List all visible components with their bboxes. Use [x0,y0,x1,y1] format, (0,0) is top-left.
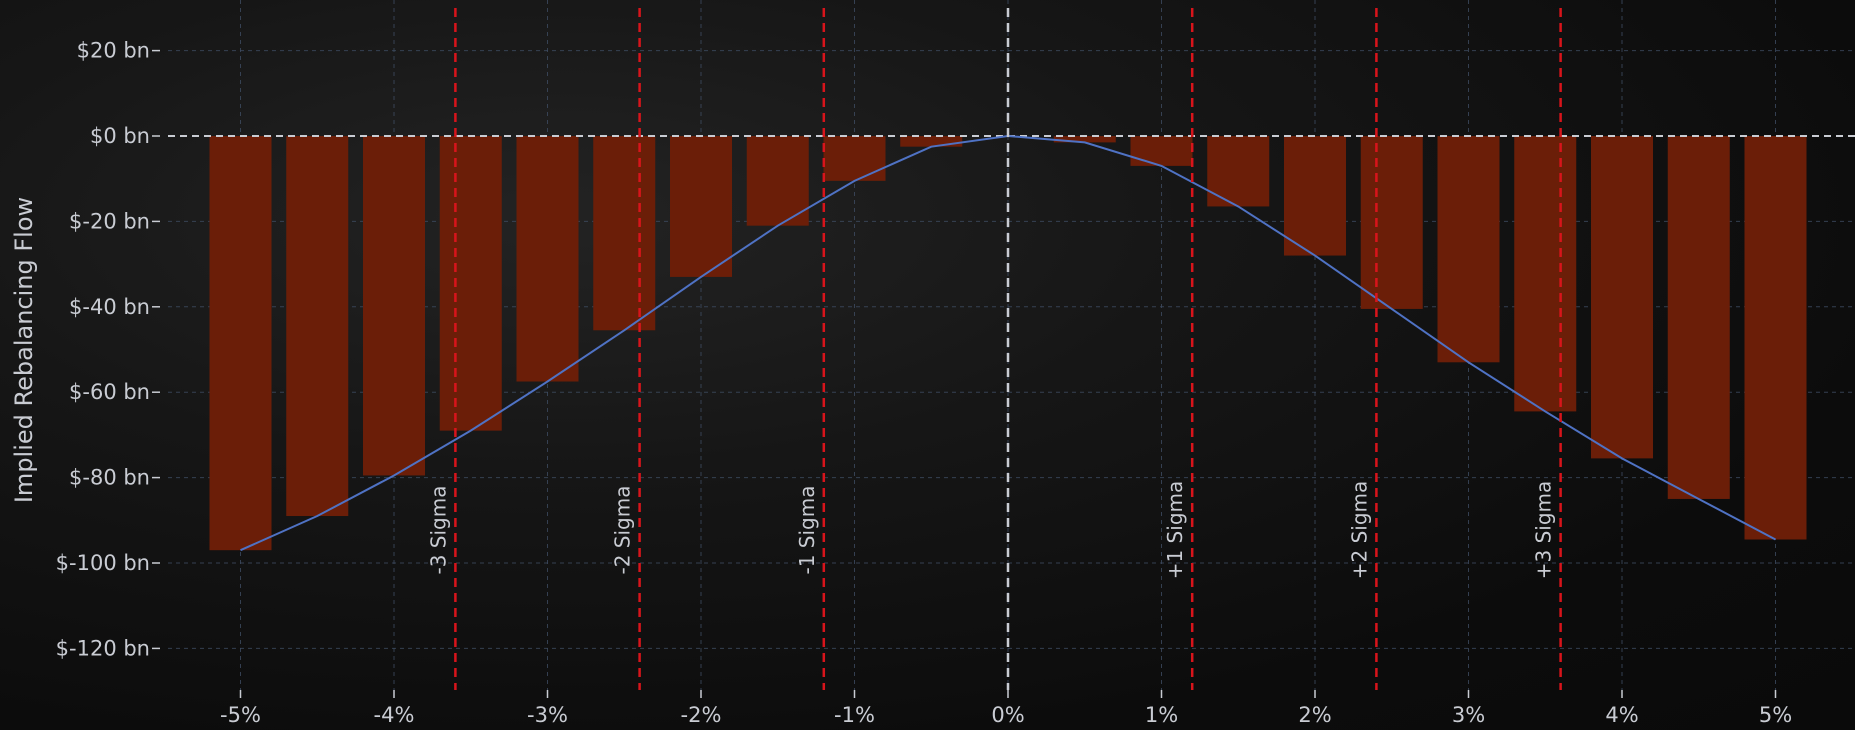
y-axis-title: Implied Rebalancing Flow [10,197,38,503]
bar [823,136,886,181]
y-tick-label: $-20 bn [69,209,150,233]
bar [900,136,963,147]
bar [286,136,349,517]
x-tick-label: 2% [1298,703,1331,727]
x-tick-label: -4% [374,703,415,727]
x-tick-label: 5% [1759,703,1792,727]
y-tick-label: $-60 bn [69,380,150,404]
x-tick-label: -2% [681,703,722,727]
y-tick-label: $-120 bn [56,636,150,660]
bar [1591,136,1653,459]
bar [1360,136,1423,309]
bar [516,136,579,382]
x-tick-label: -3% [527,703,568,727]
y-tick-label: $20 bn [77,39,150,63]
x-tick-label: -5% [220,703,261,727]
bar [209,136,272,551]
x-tick-label: 1% [1145,703,1178,727]
bar [1437,136,1500,363]
bar [439,136,502,431]
bar [1667,136,1730,499]
sigma-label: -3 Sigma [426,486,450,575]
bar [593,136,656,331]
y-tick-label: $-40 bn [69,295,150,319]
y-tick-label: $0 bn [90,124,150,148]
sigma-label: -2 Sigma [611,486,635,575]
bar [1130,136,1193,166]
sigma-label: +2 Sigma [1347,481,1371,580]
bar [1514,136,1577,412]
bar [746,136,809,226]
x-tick-label: 0% [991,703,1024,727]
x-tick-label: -1% [834,703,875,727]
sigma-label: -1 Sigma [795,486,819,575]
bar [1053,136,1116,143]
bar [1284,136,1346,256]
x-tick-label: 3% [1452,703,1485,727]
bar [670,136,732,277]
bar [363,136,425,476]
bar [1744,136,1807,540]
sigma-label: +1 Sigma [1163,481,1187,580]
x-tick-label: 4% [1605,703,1638,727]
sigma-label: +3 Sigma [1532,481,1556,580]
y-tick-label: $-80 bn [69,466,150,490]
y-tick-label: $-100 bn [56,551,150,575]
